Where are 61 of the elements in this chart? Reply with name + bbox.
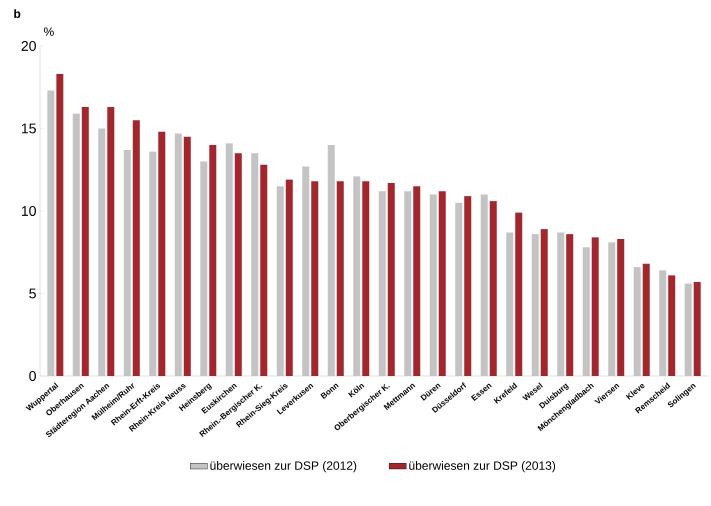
bar [107, 107, 114, 376]
bar [72, 114, 80, 376]
bar [668, 275, 676, 376]
bar [532, 234, 539, 376]
bar [642, 264, 650, 376]
bar [438, 191, 446, 376]
bar [506, 232, 514, 376]
bar [276, 186, 284, 376]
bar [98, 128, 106, 376]
bar [430, 194, 437, 376]
bar [515, 212, 522, 376]
y-tick-label: 0 [29, 371, 36, 381]
bar [557, 232, 564, 376]
y-tick-label: 20 [22, 41, 36, 51]
bar [480, 194, 488, 376]
bar [388, 182, 395, 376]
bar [464, 196, 472, 376]
bar [251, 153, 258, 376]
bar [694, 282, 701, 376]
bar [328, 145, 335, 376]
legend-label: überwiesen zur DSP (2012) [210, 461, 356, 472]
bar [149, 152, 156, 376]
bar [617, 239, 624, 376]
bar [124, 150, 131, 376]
bar [82, 107, 89, 376]
bar [260, 164, 268, 376]
bar [302, 166, 310, 376]
bar [174, 133, 182, 376]
bar [56, 74, 64, 376]
bar [404, 191, 412, 376]
bar [47, 90, 54, 376]
bar [200, 162, 208, 376]
bar [362, 181, 370, 376]
bar [336, 181, 344, 376]
y-tick-label: 15 [22, 124, 36, 134]
bar [311, 181, 318, 376]
bar [684, 284, 692, 376]
bar [490, 201, 497, 376]
y-axis-title: % [44, 27, 54, 36]
bar [158, 132, 166, 376]
bar [286, 180, 293, 376]
bar [234, 153, 242, 376]
bar [226, 143, 233, 376]
bar [413, 186, 420, 376]
bar [209, 145, 216, 376]
bar [132, 120, 140, 376]
bar [582, 247, 590, 376]
bar [634, 267, 641, 376]
bar [540, 229, 548, 376]
bar [659, 270, 666, 376]
bar [566, 234, 574, 376]
chart-title: b [14, 9, 20, 18]
bar [608, 242, 616, 376]
bar [592, 237, 599, 376]
y-tick-label: 10 [22, 206, 36, 216]
y-tick-label: 5 [29, 288, 36, 298]
bar [455, 202, 462, 376]
bar [378, 191, 386, 376]
bar [353, 176, 360, 376]
legend-label: überwiesen zur DSP (2013) [409, 461, 556, 472]
bar [184, 136, 191, 376]
